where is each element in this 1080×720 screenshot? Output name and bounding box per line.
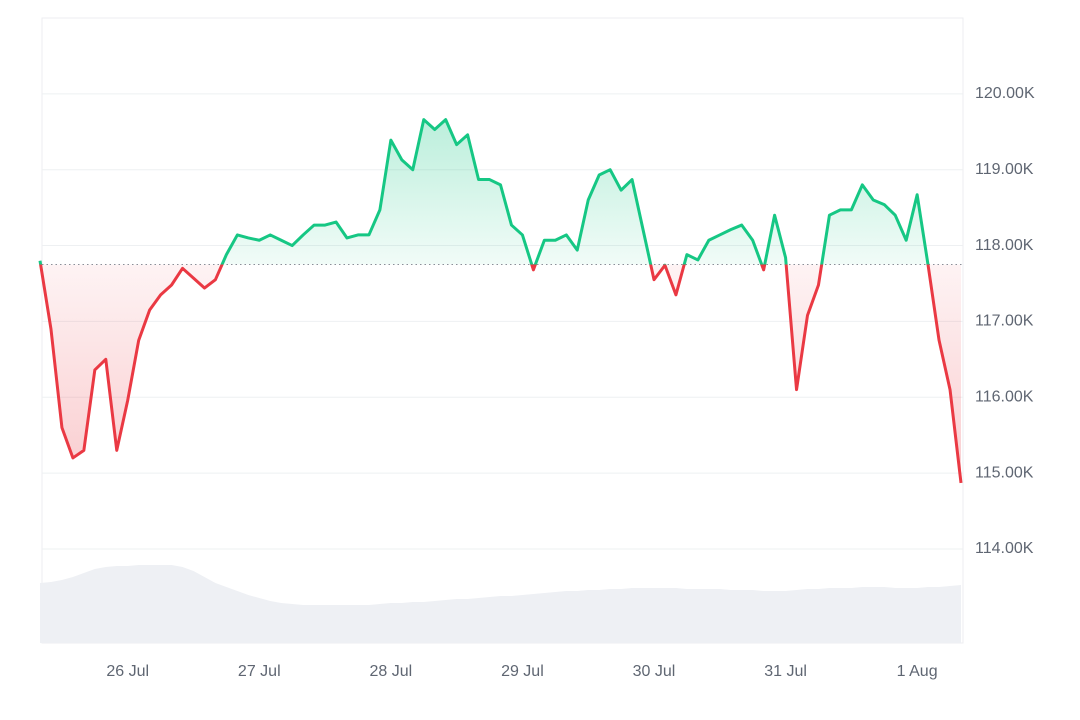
y-tick-label: 120.00K — [975, 85, 1035, 102]
y-tick-label: 118.00K — [975, 237, 1034, 254]
x-tick-label: 26 Jul — [106, 663, 149, 680]
y-tick-label: 115.00K — [975, 464, 1034, 481]
y-tick-label: 114.00K — [975, 540, 1034, 557]
price-area — [40, 119, 961, 483]
y-tick-label: 116.00K — [975, 388, 1034, 405]
x-tick-label: 28 Jul — [370, 663, 413, 680]
x-tick-label: 29 Jul — [501, 663, 544, 680]
price-line — [38, 118, 963, 484]
x-tick-label: 1 Aug — [897, 663, 938, 680]
x-tick-label: 30 Jul — [633, 663, 676, 680]
y-tick-label: 119.00K — [975, 161, 1034, 178]
x-tick-label: 27 Jul — [238, 663, 281, 680]
y-tick-label: 117.00K — [975, 313, 1034, 330]
volume-area — [40, 565, 961, 643]
x-tick-label: 31 Jul — [764, 663, 807, 680]
